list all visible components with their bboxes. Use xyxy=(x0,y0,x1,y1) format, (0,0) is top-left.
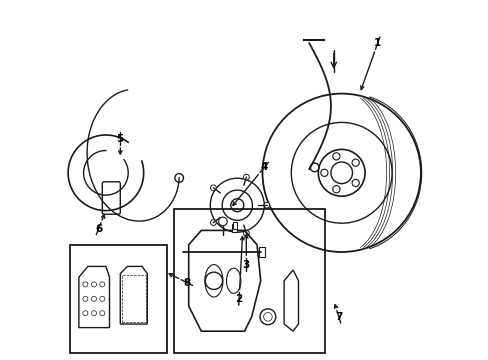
Bar xyxy=(122,275,145,322)
Bar xyxy=(70,245,167,353)
Text: 2: 2 xyxy=(235,294,242,304)
Circle shape xyxy=(210,220,216,225)
Circle shape xyxy=(210,185,216,191)
Bar xyxy=(258,247,265,257)
Circle shape xyxy=(264,202,269,208)
Text: 5: 5 xyxy=(117,134,123,144)
Text: 1: 1 xyxy=(373,38,381,48)
Text: 4: 4 xyxy=(260,162,267,172)
Circle shape xyxy=(218,217,227,226)
Circle shape xyxy=(243,174,249,180)
Text: 3: 3 xyxy=(242,260,249,270)
Text: 7: 7 xyxy=(334,312,342,322)
Circle shape xyxy=(243,230,249,236)
Bar xyxy=(232,222,237,229)
Bar xyxy=(231,224,237,232)
Text: 6: 6 xyxy=(95,224,102,234)
Text: 8: 8 xyxy=(183,278,190,288)
Bar xyxy=(174,209,325,353)
